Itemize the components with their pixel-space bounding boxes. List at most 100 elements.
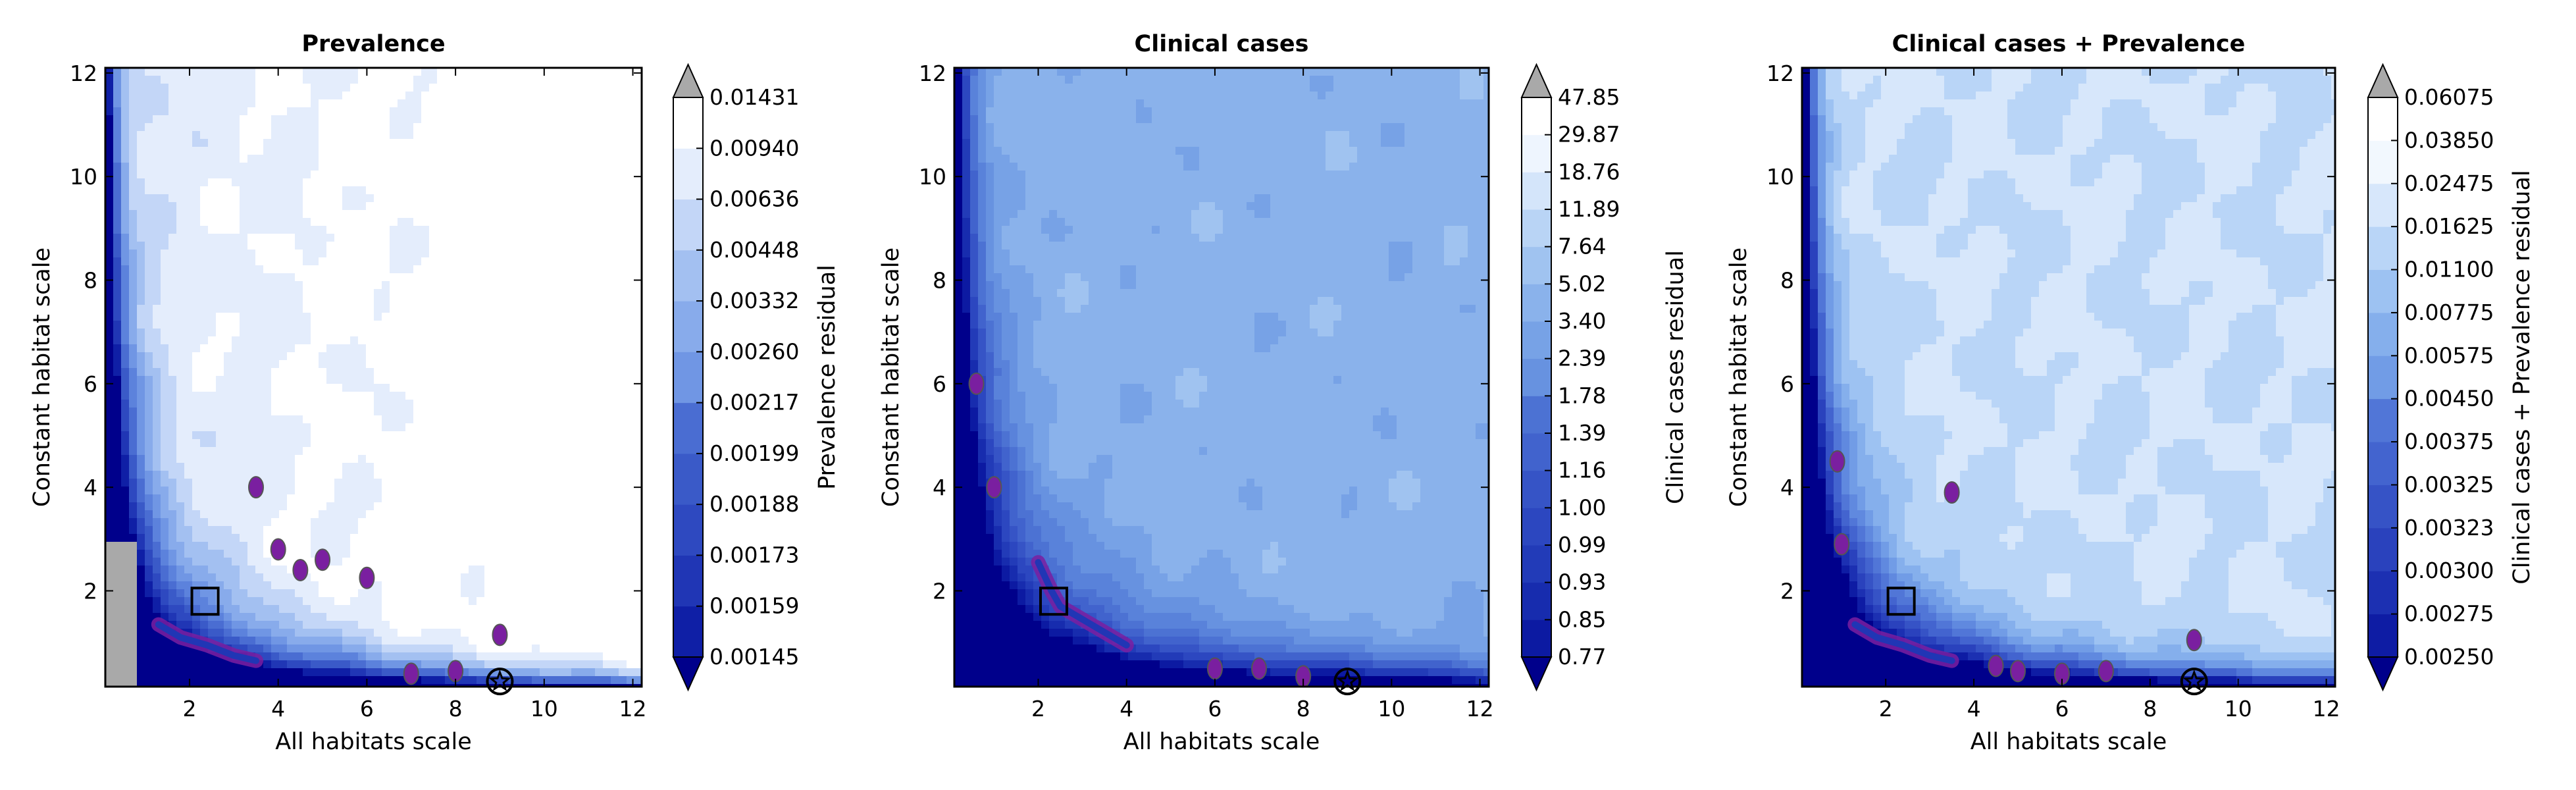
contour-cell <box>263 494 271 502</box>
contour-cell <box>200 621 208 629</box>
contour-cell <box>587 613 595 621</box>
contour-cell <box>469 597 477 605</box>
contour-cell <box>358 668 366 676</box>
contour-cell <box>469 621 477 629</box>
contour-cell <box>405 273 413 281</box>
contour-cell <box>137 92 145 99</box>
contour-cell <box>461 76 469 84</box>
contour-cell <box>240 155 247 163</box>
contour-cell <box>405 463 413 471</box>
contour-cell <box>461 265 469 273</box>
contour-cell <box>595 84 603 92</box>
contour-cell <box>595 376 603 384</box>
contour-cell <box>437 542 445 550</box>
contour-cell <box>271 360 279 368</box>
contour-cell <box>350 202 358 210</box>
contour-cell <box>153 186 161 194</box>
contour-cell <box>247 76 255 84</box>
contour-cell <box>129 415 137 423</box>
contour-cell <box>319 510 326 518</box>
contour-cell <box>587 660 595 668</box>
contour-cell <box>176 558 184 566</box>
contour-cell <box>326 676 334 684</box>
contour-cell <box>484 510 492 518</box>
contour-cell <box>247 99 255 107</box>
contour-cell <box>342 408 350 415</box>
contour-cell <box>413 597 421 605</box>
contour-cell <box>405 558 413 566</box>
contour-cell <box>595 352 603 360</box>
contour-cell <box>232 566 240 573</box>
contour-cell <box>540 76 548 84</box>
contour-cell <box>319 423 326 431</box>
contour-cell <box>366 431 374 439</box>
contour-cell <box>429 471 437 479</box>
contour-cell <box>255 566 263 573</box>
contour-cell <box>579 684 587 687</box>
contour-cell <box>161 202 168 210</box>
contour-cell <box>524 242 532 250</box>
contour-cell <box>516 242 524 250</box>
contour-cell <box>192 242 200 250</box>
contour-cell <box>358 210 366 218</box>
contour-cell <box>437 487 445 494</box>
contour-cell <box>208 250 216 257</box>
contour-cell <box>240 305 247 313</box>
contour-cell <box>587 281 595 289</box>
contour-cell <box>113 597 121 605</box>
contour-cell <box>240 218 247 226</box>
contour-cell <box>413 84 421 92</box>
contour-cell <box>311 281 319 289</box>
contour-cell <box>255 305 263 313</box>
contour-cell <box>232 313 240 321</box>
contour-cell <box>326 297 334 305</box>
contour-cell <box>421 510 429 518</box>
contour-cell <box>469 439 477 447</box>
contour-cell <box>453 344 461 352</box>
contour-cell <box>603 115 611 123</box>
contour-cell <box>200 273 208 281</box>
contour-cell <box>484 131 492 139</box>
contour-cell <box>571 281 579 289</box>
contour-cell <box>303 676 311 684</box>
contour-cell <box>319 676 326 684</box>
contour-cell <box>390 384 398 392</box>
contour-cell <box>295 250 303 257</box>
contour-cell <box>153 131 161 139</box>
contour-cell <box>247 376 255 384</box>
contour-cell <box>113 502 121 510</box>
contour-cell <box>500 415 508 423</box>
contour-cell <box>161 668 168 676</box>
contour-cell <box>469 321 477 329</box>
contour-cell <box>555 194 563 202</box>
contour-cell <box>445 218 453 226</box>
contour-cell <box>382 447 390 455</box>
contour-cell <box>366 613 374 621</box>
contour-cell <box>247 637 255 645</box>
contour-cell <box>477 352 484 360</box>
contour-cell <box>105 210 113 218</box>
contour-cell <box>548 597 555 605</box>
contour-cell <box>563 471 571 479</box>
contour-cell <box>342 400 350 408</box>
contour-cell <box>500 455 508 463</box>
contour-cell <box>208 621 216 629</box>
contour-cell <box>382 210 390 218</box>
contour-cell <box>500 368 508 376</box>
contour-cell <box>192 218 200 226</box>
contour-cell <box>311 368 319 376</box>
contour-cell <box>516 645 524 652</box>
contour-cell <box>413 589 421 597</box>
contour-cell <box>540 668 548 676</box>
contour-cell <box>469 123 477 131</box>
contour-cell <box>303 637 311 645</box>
contour-cell <box>121 329 129 336</box>
contour-cell <box>303 392 311 400</box>
contour-cell <box>303 550 311 558</box>
contour-cell <box>287 76 295 84</box>
contour-cell <box>311 336 319 344</box>
contour-cell <box>342 558 350 566</box>
contour-cell <box>200 384 208 392</box>
contour-cell <box>563 257 571 265</box>
contour-cell <box>413 566 421 573</box>
